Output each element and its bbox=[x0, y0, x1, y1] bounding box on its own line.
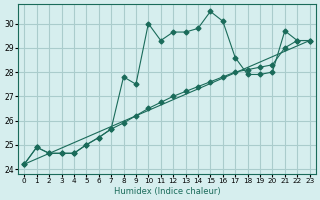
X-axis label: Humidex (Indice chaleur): Humidex (Indice chaleur) bbox=[114, 187, 220, 196]
